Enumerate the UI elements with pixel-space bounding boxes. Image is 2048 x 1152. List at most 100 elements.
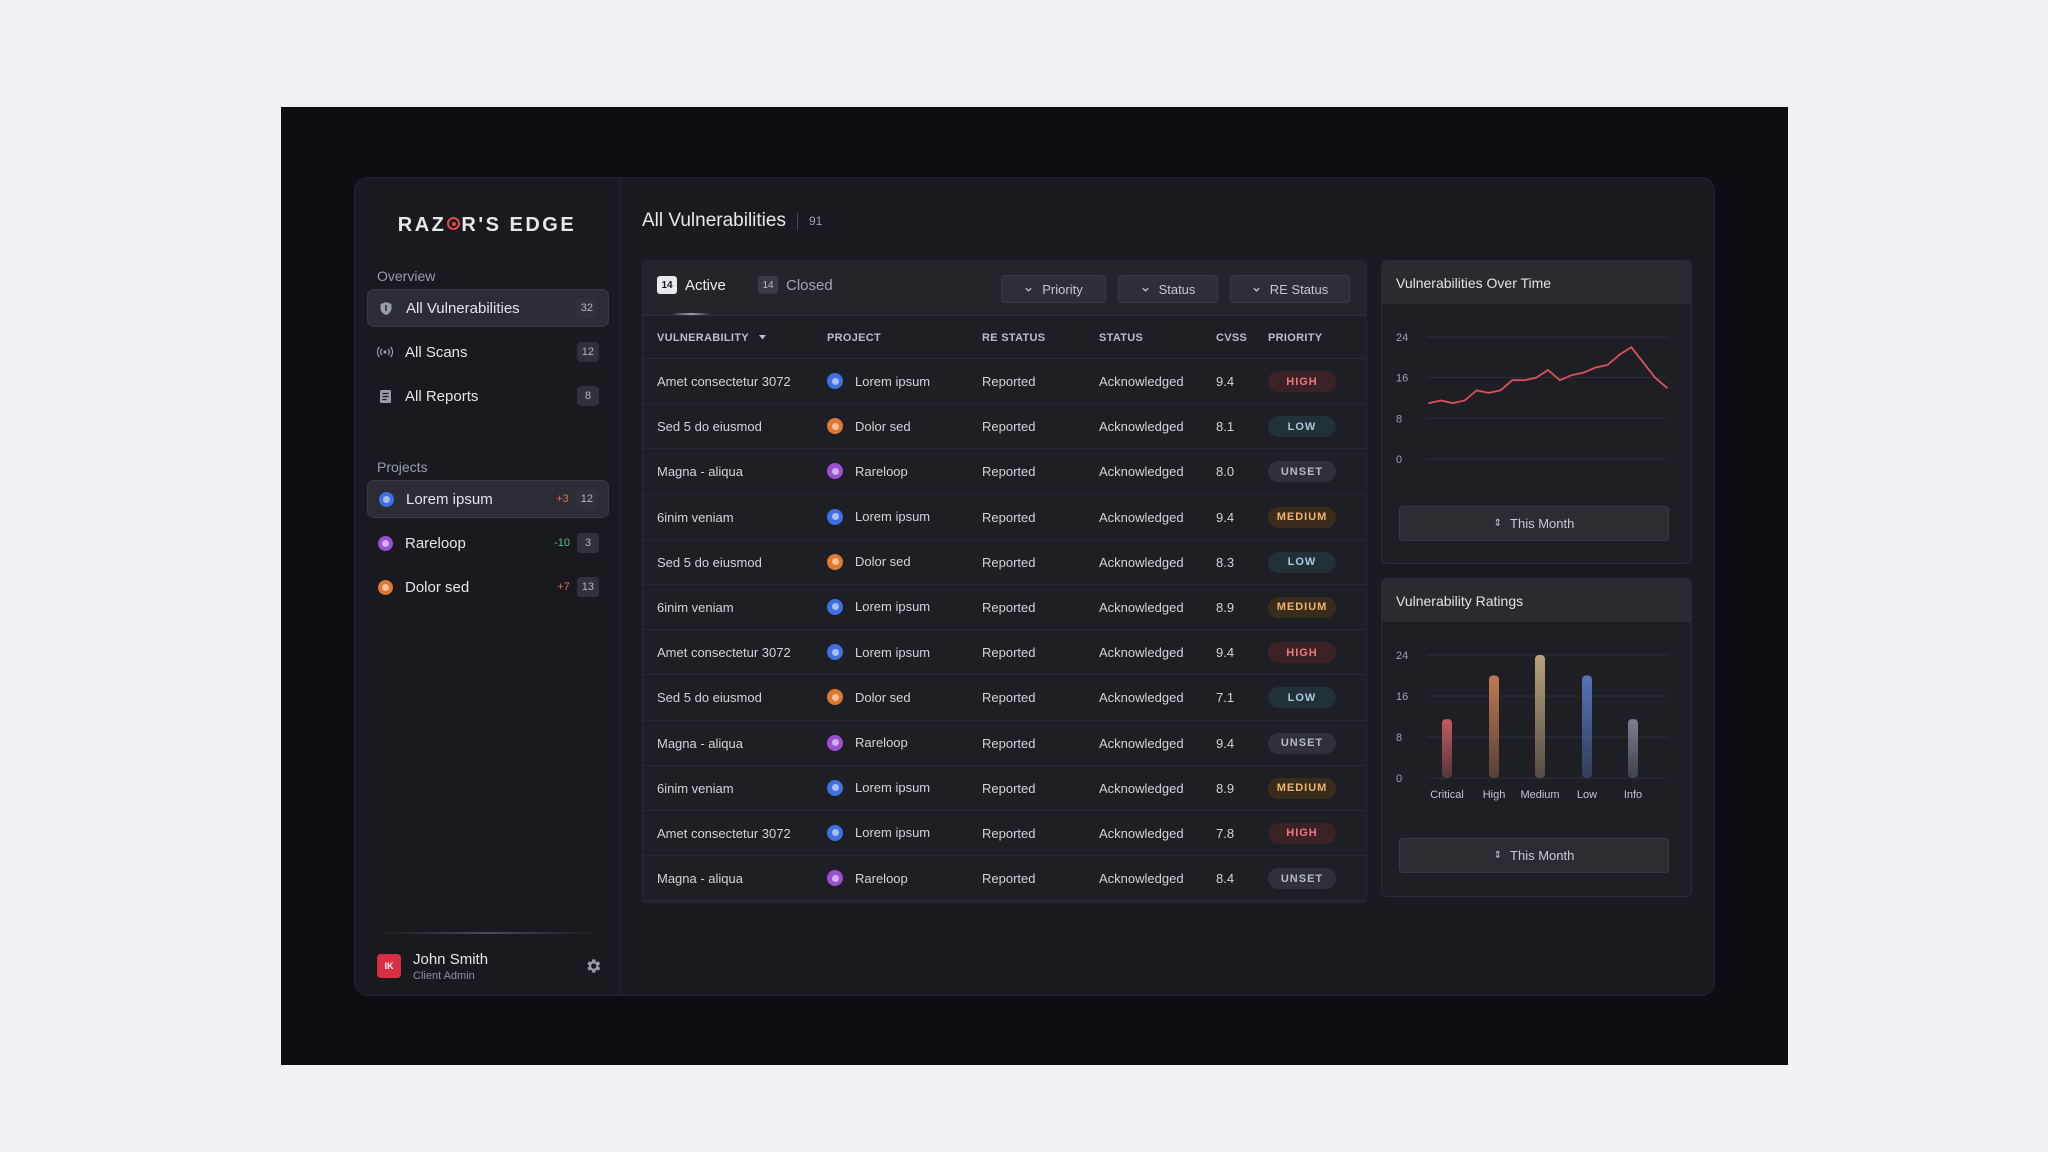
tab-active[interactable]: 14 Active [657, 276, 726, 294]
bar-info[interactable] [1628, 719, 1638, 778]
filter-label: Priority [1042, 281, 1083, 297]
data-point [1630, 346, 1633, 349]
priority-badge: UNSET [1268, 868, 1336, 890]
cell-re-status: Reported [982, 780, 1036, 796]
data-point [1559, 379, 1561, 382]
cell-status: Acknowledged [1099, 645, 1184, 661]
table-row[interactable]: 6inim veniam Reported Acknowledged 8.9 Lorem… [643, 766, 1366, 811]
project-name: Lorem ipsum [855, 825, 931, 841]
priority-badge: UNSET [1268, 461, 1336, 483]
gear-icon[interactable] [584, 957, 602, 975]
data-point [1582, 371, 1585, 374]
tab-label: Active [685, 276, 726, 294]
filter-label: RE Status [1269, 281, 1329, 297]
table-row[interactable]: Amet consectetur 3072 Reported Acknowledge… [643, 359, 1366, 405]
cell-project: Lorem ipsum [827, 644, 930, 661]
cell-project: Rareloop [827, 734, 908, 751]
table-row[interactable]: Amet consectetur 3072 Reported Acknowledge… [643, 630, 1366, 676]
cell-cvss: 8.1 [1216, 419, 1235, 435]
project-dot-icon [827, 870, 843, 887]
project-dot-icon [827, 373, 843, 389]
bar-high[interactable] [1489, 675, 1499, 779]
cell-re-status: Reported [982, 735, 1036, 751]
data-point [1535, 376, 1537, 379]
sidebar-project-rareloop[interactable]: Rareloop -10 3 [367, 524, 609, 562]
table-row[interactable]: Sed 5 do eiusmod Reported Acknowledged 8.1 D… [643, 404, 1366, 450]
priority-filter-dropdown[interactable]: Priority [1001, 275, 1106, 303]
bar-chart: 24 16 8 0 Critical High Medium Low Info [1396, 650, 1667, 801]
overview-label: Overview [377, 268, 436, 284]
table-row[interactable]: Magna - aliqua Reported Acknowledged 8.0 Rar… [643, 449, 1366, 495]
user-name: John Smith [413, 950, 489, 968]
column-status[interactable]: STATUS [1099, 332, 1144, 344]
priority-badge: MEDIUM [1268, 596, 1336, 618]
column-cvss[interactable]: CVSS [1216, 332, 1248, 344]
table-row[interactable]: Sed 5 do eiusmod Reported Acknowledged 7.1 D… [643, 675, 1366, 721]
project-name: Rareloop [855, 735, 908, 750]
table-row[interactable]: 6inim veniam Reported Acknowledged 9.4 Lorem… [643, 495, 1366, 540]
table-row[interactable]: Magna - aliqua Reported Acknowledged 9.4 Rar… [643, 721, 1366, 766]
project-count: 3 [577, 533, 599, 553]
sidebar-item-all-scans[interactable]: All Scans 12 [367, 333, 609, 371]
data-point [1499, 389, 1502, 392]
cell-cvss: 7.1 [1216, 690, 1235, 706]
bar-critical[interactable] [1442, 719, 1452, 778]
column-vulnerability[interactable]: VULNERABILITY [657, 332, 766, 344]
project-dot-icon [377, 535, 393, 551]
data-point [1487, 392, 1490, 394]
priority-badge: LOW [1268, 416, 1336, 438]
data-point [1606, 364, 1609, 366]
time-range-select[interactable]: ⇕ This Month [1399, 838, 1669, 873]
data-point [1463, 399, 1466, 402]
bar-medium[interactable] [1535, 655, 1545, 778]
cell-re-status: Reported [982, 825, 1036, 841]
brand-logo[interactable]: RAZ R'S EDGE [397, 214, 577, 236]
project-name: Dolor sed [855, 554, 911, 570]
sort-down-icon [758, 335, 766, 340]
table-row[interactable]: Magna - aliqua Reported Acknowledged 8.4 Rar… [643, 856, 1366, 902]
column-project[interactable]: PROJECT [827, 332, 882, 344]
sidebar-project-lorem-ipsum[interactable]: Lorem ipsum +3 12 [367, 480, 609, 518]
line-chart: 24 16 8 0 [1396, 332, 1668, 466]
tab-count: 14 [758, 276, 778, 294]
project-dot-icon [377, 579, 393, 595]
cell-project: Lorem ipsum [827, 598, 931, 615]
user-profile[interactable]: IK John Smith Client Admin [377, 948, 602, 984]
cell-re-status: Reported [982, 509, 1036, 525]
cell-vulnerability: Amet consectetur 3072 [657, 825, 791, 841]
table-row[interactable]: 6inim veniam Reported Acknowledged 8.9 Lorem… [643, 585, 1366, 631]
x-tick-label: Info [1624, 789, 1642, 801]
cell-re-status: Reported [982, 419, 1036, 435]
tab-closed[interactable]: 14 Closed [758, 276, 833, 294]
project-count: 13 [576, 577, 599, 597]
column-re-status[interactable]: RE STATUS [982, 332, 1046, 344]
broadcast-icon [377, 344, 393, 360]
status-filter-dropdown[interactable]: Status [1118, 275, 1218, 303]
sidebar-item-all-reports[interactable]: All Reports 8 [367, 377, 609, 415]
data-point [1570, 374, 1573, 376]
table-row[interactable]: Amet consectetur 3072 Reported Acknowledge… [643, 811, 1366, 857]
priority-badge: HIGH [1268, 371, 1336, 392]
data-point [1475, 389, 1478, 392]
time-range-select[interactable]: ⇕ This Month [1399, 506, 1669, 541]
column-priority[interactable]: PRIORITY [1268, 332, 1323, 344]
table-body: Amet consectetur 3072 Reported Acknowledge… [643, 359, 1366, 902]
vulnerabilities-table-card: 14 Active 14 Closed Priority Status [642, 260, 1367, 903]
cell-vulnerability: Sed 5 do eiusmod [657, 690, 762, 706]
sidebar-project-dolor-sed[interactable]: Dolor sed +7 13 [367, 568, 609, 606]
re-status-filter-dropdown[interactable]: RE Status [1230, 275, 1350, 303]
sidebar-item-all-vulnerabilities[interactable]: All Vulnerabilities 32 [367, 289, 609, 327]
bar-low[interactable] [1582, 675, 1592, 779]
cell-project: Dolor sed [827, 689, 911, 706]
y-tick-label: 16 [1396, 691, 1408, 703]
cell-project: Lorem ipsum [827, 373, 930, 389]
cell-project: Lorem ipsum [827, 824, 931, 841]
project-delta: +3 [556, 493, 569, 505]
panel-title: Vulnerabilities Over Time [1382, 261, 1691, 304]
table-row[interactable]: Sed 5 do eiusmod Reported Acknowledged 8.3 D… [643, 540, 1366, 585]
app-window: RAZ R'S EDGE Overview All Vulnerabilities… [354, 177, 1715, 996]
project-name: Lorem ipsum [855, 599, 931, 615]
data-point [1428, 402, 1430, 404]
data-point [1618, 353, 1621, 356]
x-tick-label: High [1483, 789, 1506, 801]
